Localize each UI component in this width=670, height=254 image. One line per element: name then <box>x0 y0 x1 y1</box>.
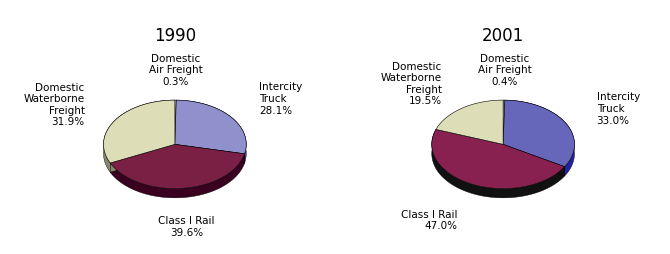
Polygon shape <box>503 101 574 167</box>
Polygon shape <box>505 101 574 176</box>
Title: 1990: 1990 <box>154 27 196 44</box>
Title: 2001: 2001 <box>482 27 524 44</box>
Polygon shape <box>431 130 565 198</box>
Polygon shape <box>503 145 565 176</box>
Polygon shape <box>110 154 245 198</box>
Text: Domestic
Air Freight
0.3%: Domestic Air Freight 0.3% <box>149 54 203 87</box>
Polygon shape <box>175 101 247 154</box>
Text: Class I Rail
47.0%: Class I Rail 47.0% <box>401 209 458 230</box>
Polygon shape <box>110 145 175 173</box>
Polygon shape <box>110 145 245 189</box>
Text: Intercity
Truck
28.1%: Intercity Truck 28.1% <box>259 82 302 115</box>
Polygon shape <box>104 101 175 173</box>
Text: Domestic
Air Freight
0.4%: Domestic Air Freight 0.4% <box>478 54 531 87</box>
Text: Domestic
Waterborne
Freight
31.9%: Domestic Waterborne Freight 31.9% <box>23 82 84 127</box>
Polygon shape <box>436 101 503 145</box>
Polygon shape <box>104 101 175 163</box>
Polygon shape <box>503 145 565 176</box>
Text: Intercity
Truck
33.0%: Intercity Truck 33.0% <box>596 92 640 125</box>
Polygon shape <box>503 101 505 145</box>
Polygon shape <box>431 130 565 189</box>
Polygon shape <box>175 101 176 145</box>
Polygon shape <box>110 145 175 173</box>
Text: Class I Rail
39.6%: Class I Rail 39.6% <box>158 215 215 237</box>
Polygon shape <box>175 145 245 163</box>
Polygon shape <box>175 145 245 163</box>
Text: Domestic
Waterborne
Freight
19.5%: Domestic Waterborne Freight 19.5% <box>381 61 442 106</box>
Polygon shape <box>176 101 247 163</box>
